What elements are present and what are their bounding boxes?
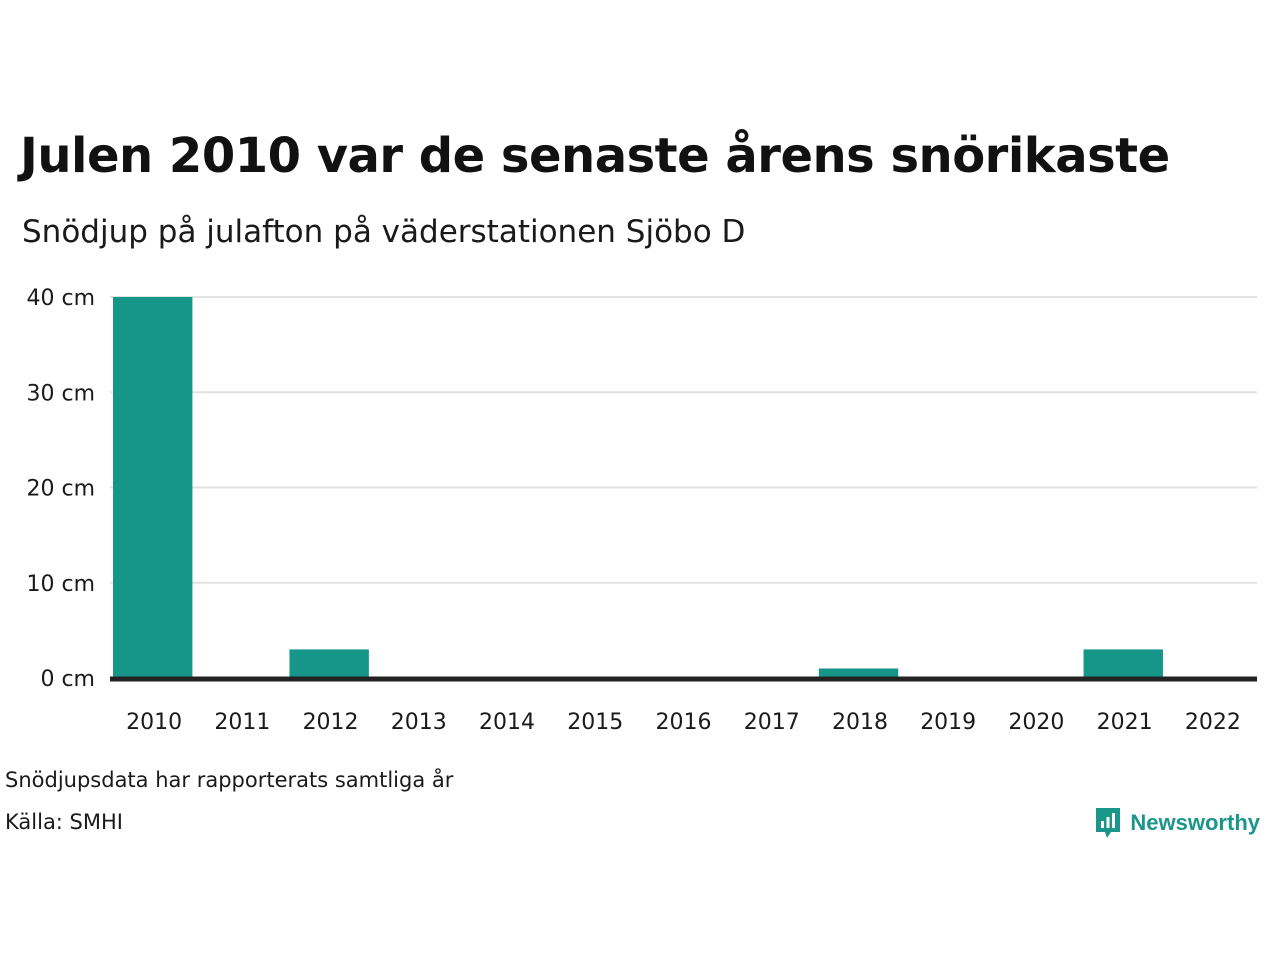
x-tick-label: 2014: [479, 710, 535, 735]
x-tick-label: 2019: [920, 710, 976, 735]
x-tick-label: 2016: [656, 710, 712, 735]
x-tick-label: 2018: [832, 710, 888, 735]
x-tick-label: 2021: [1097, 710, 1153, 735]
y-tick-label: 40 cm: [26, 286, 95, 311]
x-tick-label: 2017: [744, 710, 800, 735]
bar: [289, 649, 369, 678]
x-tick-label: 2015: [567, 710, 623, 735]
x-tick-label: 2022: [1185, 710, 1241, 735]
newsworthy-logo-icon: [1096, 808, 1121, 838]
source-note: Källa: SMHI: [5, 810, 123, 834]
brand-logo: Newsworthy: [1094, 806, 1260, 840]
x-tick-label: 2020: [1008, 710, 1064, 735]
y-tick-label: 30 cm: [26, 381, 95, 406]
x-tick-label: 2010: [126, 710, 182, 735]
x-tick-label: 2012: [303, 710, 359, 735]
x-tick-label: 2011: [214, 710, 270, 735]
brand-name: Newsworthy: [1130, 810, 1260, 835]
bar-chart: 0 cm 10 cm 20 cm 30 cm 40 cm 2010 2011 2012 2013…: [26, 286, 1257, 735]
x-tick-label: 2013: [391, 710, 447, 735]
chart-title: Julen 2010 var de senaste årens snörikas…: [20, 128, 1170, 184]
bar: [1083, 649, 1163, 678]
y-tick-label: 0 cm: [40, 667, 95, 692]
y-tick-label: 10 cm: [26, 572, 95, 597]
bar: [818, 668, 899, 678]
chart-subtitle: Snödjup på julafton på väderstationen Sj…: [22, 214, 746, 250]
bar: [113, 297, 193, 678]
footnote: Snödjupsdata har rapporterats samtliga å…: [5, 768, 454, 792]
y-tick-label: 20 cm: [26, 477, 95, 502]
